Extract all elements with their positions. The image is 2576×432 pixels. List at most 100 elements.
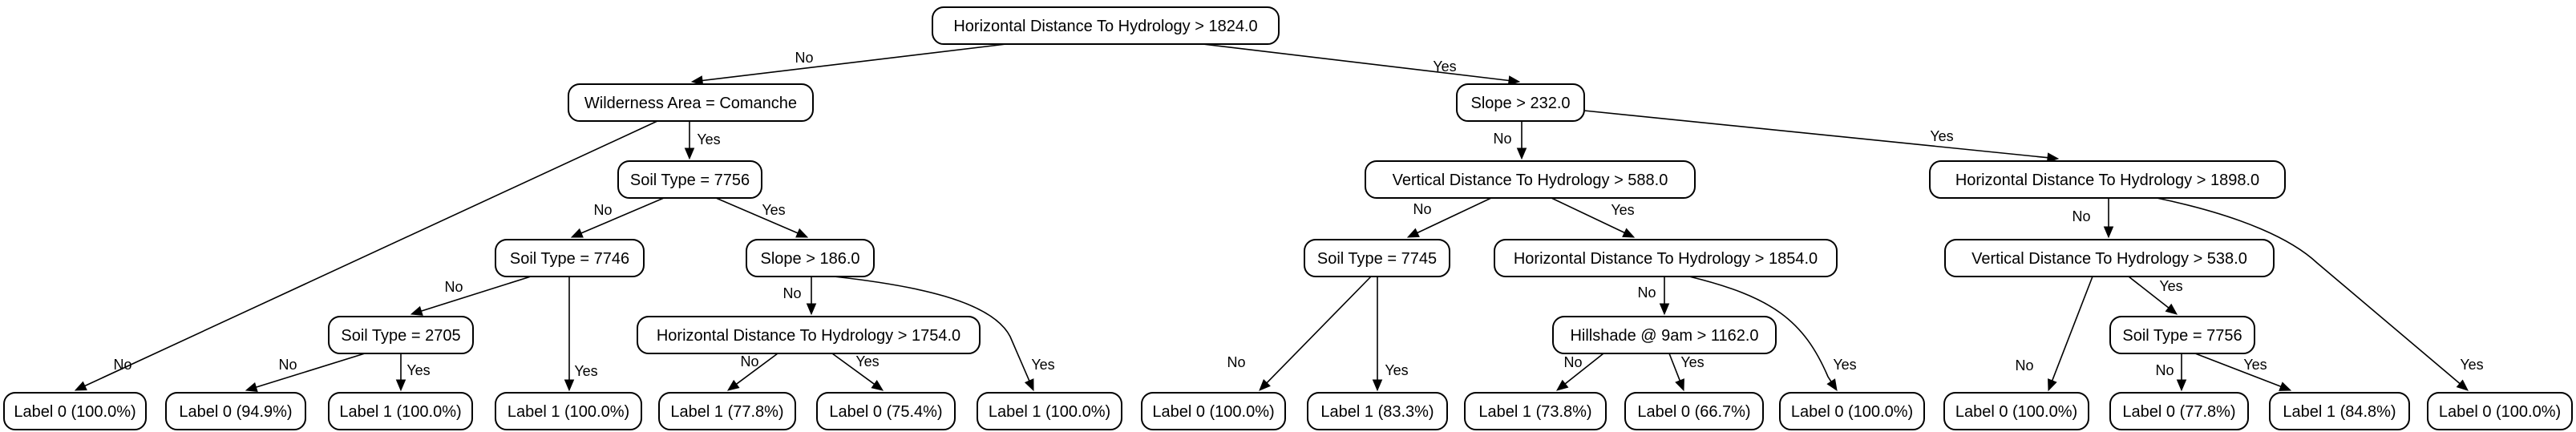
node-box xyxy=(746,239,875,277)
node-box xyxy=(1624,392,1764,430)
node-label: Label 1 (77.8%) xyxy=(670,403,783,421)
edge-line xyxy=(735,353,778,385)
tree-edge-n13-l10-no: No xyxy=(1555,353,1604,391)
edge-arrowhead xyxy=(726,379,740,391)
edge-arrowhead xyxy=(690,75,704,86)
leaf-node-l11: Label 0 (66.7%) xyxy=(1624,392,1764,430)
node-label: Slope > 232.0 xyxy=(1471,95,1571,112)
leaf-node-l4: Label 1 (100.0%) xyxy=(495,392,642,430)
node-box xyxy=(165,392,306,430)
node-label: Label 0 (77.8%) xyxy=(2122,403,2235,421)
edge-line xyxy=(2128,276,2170,309)
leaf-node-l13: Label 0 (100.0%) xyxy=(1943,392,2089,430)
edge-arrowhead xyxy=(795,228,809,238)
node-label: Label 1 (100.0%) xyxy=(339,403,461,421)
edge-line xyxy=(702,43,1007,82)
edge-line xyxy=(84,120,658,387)
node-label: Label 1 (73.8%) xyxy=(1478,403,1591,421)
edge-line xyxy=(833,276,1030,382)
node-box xyxy=(328,316,474,354)
decision-node-n6: Soil Type = 7746 xyxy=(495,239,645,277)
edge-arrowhead xyxy=(2103,226,2114,239)
decision-node-n8: Soil Type = 7745 xyxy=(1304,239,1450,277)
tree-edge-n6-n11-no: No xyxy=(410,276,532,316)
edge-label: No xyxy=(1637,285,1656,301)
edge-arrowhead xyxy=(395,379,406,392)
decision-node-n3: Soil Type = 7756 xyxy=(617,160,762,199)
leaf-node-l9: Label 1 (83.3%) xyxy=(1307,392,1448,430)
tree-edges: No Yes No Yes No Yes No Yes No Yes No Yes No Yes No Yes… xyxy=(74,43,2484,392)
node-box xyxy=(2109,316,2255,354)
edge-label: No xyxy=(113,357,131,373)
tree-edge-n11-l2-no: No xyxy=(245,353,366,392)
edge-arrowhead xyxy=(684,147,695,160)
node-label: Soil Type = 2705 xyxy=(341,327,460,345)
node-label: Soil Type = 7745 xyxy=(1317,250,1437,268)
node-label: Label 1 (100.0%) xyxy=(989,403,1110,421)
edge-label: No xyxy=(795,50,813,66)
tree-edge-n1-l1-no: No xyxy=(74,120,658,391)
node-label: Slope > 186.0 xyxy=(761,250,860,268)
node-box xyxy=(2269,392,2410,430)
node-label: Label 1 (83.3%) xyxy=(1320,403,1434,421)
node-box xyxy=(658,392,796,430)
edge-label: No xyxy=(783,285,801,301)
node-label: Soil Type = 7746 xyxy=(510,250,629,268)
leaf-node-l2: Label 0 (94.9%) xyxy=(165,392,306,430)
tree-edge-n4-n8-no: No xyxy=(1406,197,1492,238)
node-box xyxy=(617,160,762,199)
edge-label: No xyxy=(593,202,612,218)
edge-arrowhead xyxy=(1622,228,1636,238)
edge-label: Yes xyxy=(2159,278,2182,294)
edge-line xyxy=(1266,276,1372,384)
tree-nodes: Horizontal Distance To Hydrology > 1824.… xyxy=(3,6,2573,430)
tree-edge-n1-n3-yes: Yes xyxy=(684,121,721,160)
tree-edge-n10-l13-no: No xyxy=(2015,276,2093,392)
decision-node-n1: Wilderness Area = Comanche xyxy=(568,83,814,122)
edge-arrowhead xyxy=(1406,228,1420,238)
node-label: Soil Type = 7756 xyxy=(630,172,750,189)
node-label: Label 0 (66.7%) xyxy=(1637,403,1750,421)
decision-node-n4: Vertical Distance To Hydrology > 588.0 xyxy=(1365,160,1696,199)
edge-label: No xyxy=(740,353,758,369)
edge-arrowhead xyxy=(2165,303,2178,315)
edge-label: Yes xyxy=(1930,128,1953,144)
node-label: Wilderness Area = Comanche xyxy=(584,95,797,112)
decision-node-n12: Horizontal Distance To Hydrology > 1754.… xyxy=(637,316,981,354)
edge-line xyxy=(2051,276,2093,382)
edge-label: Yes xyxy=(855,353,879,369)
leaf-node-l6: Label 0 (75.4%) xyxy=(816,392,956,430)
edge-arrowhead xyxy=(1675,378,1684,392)
node-box xyxy=(1943,392,2089,430)
node-box xyxy=(1307,392,1448,430)
edge-arrowhead xyxy=(1024,378,1034,392)
node-label: Horizontal Distance To Hydrology > 1854.… xyxy=(1514,250,1818,268)
node-label: Label 0 (94.9%) xyxy=(179,403,292,421)
leaf-node-l8: Label 0 (100.0%) xyxy=(1141,392,1286,430)
tree-edge-n0-n1-no: No xyxy=(690,43,1007,86)
tree-edge-n5-l16-yes: Yes xyxy=(2156,197,2484,391)
leaf-node-l10: Label 1 (73.8%) xyxy=(1464,392,1607,430)
node-label: Label 0 (100.0%) xyxy=(14,403,135,421)
edge-label: No xyxy=(1563,354,1582,370)
edge-label: Yes xyxy=(574,363,597,379)
edge-line xyxy=(1668,353,1681,382)
edge-label: No xyxy=(278,357,297,373)
tree-edge-n10-n14-yes: Yes xyxy=(2128,276,2183,315)
node-box xyxy=(1456,83,1585,122)
tree-edge-n5-n10-no: No xyxy=(2072,198,2114,239)
tree-edge-n8-l9-yes: Yes xyxy=(1372,277,1409,392)
edge-line xyxy=(1202,43,1510,82)
edge-arrowhead xyxy=(2176,379,2187,392)
node-box xyxy=(495,239,645,277)
node-box xyxy=(932,6,1280,45)
tree-edge-n0-n2-yes: Yes xyxy=(1202,43,1521,86)
edge-label: Yes xyxy=(406,362,430,378)
node-label: Horizontal Distance To Hydrology > 1824.… xyxy=(953,18,1257,35)
decision-node-n7: Slope > 186.0 xyxy=(746,239,875,277)
node-label: Hillshade @ 9am > 1162.0 xyxy=(1570,327,1758,345)
edge-arrowhead xyxy=(74,381,87,391)
tree-edge-n2-n5-yes: Yes xyxy=(1583,110,2060,163)
edge-label: Yes xyxy=(2243,357,2267,373)
node-box xyxy=(816,392,956,430)
